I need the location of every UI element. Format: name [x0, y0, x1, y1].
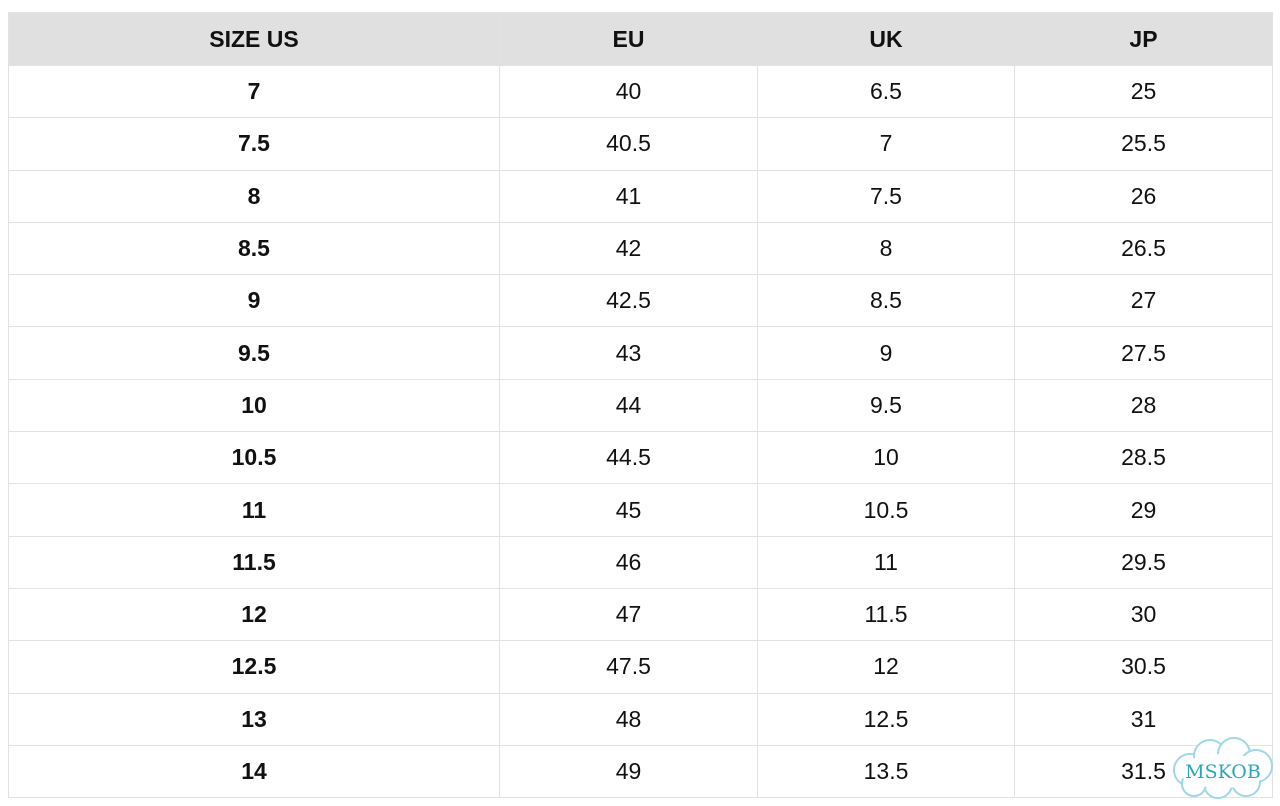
table-cell: 8.5 [757, 274, 1015, 328]
table-cell: 10 [8, 378, 500, 433]
table-cell: 11.5 [8, 535, 500, 589]
table-cell: 49 [499, 744, 758, 799]
table-cell: 7 [8, 64, 500, 119]
table-row: 7 40 6.5 25 [8, 64, 1273, 119]
table-row: 9 42.5 8.5 27 [8, 274, 1273, 328]
table-cell: 11 [757, 535, 1015, 589]
table-cell: 10.5 [757, 483, 1015, 537]
table-cell: 10 [757, 431, 1015, 485]
header-cell: SIZE US [8, 12, 500, 66]
table-row: 10 44 9.5 28 [8, 378, 1273, 433]
table-cell: 12.5 [8, 640, 500, 694]
table-cell: 7.5 [757, 169, 1015, 223]
table-cell: 27.5 [1014, 326, 1273, 380]
table-cell: 44.5 [499, 431, 758, 485]
table-cell: 6.5 [757, 64, 1015, 119]
table-cell: 25.5 [1014, 117, 1273, 171]
table-cell: 29 [1014, 483, 1273, 537]
table-cell: 31 [1014, 692, 1273, 746]
table-cell: 12 [8, 587, 500, 642]
table-cell: 26.5 [1014, 221, 1273, 276]
table-cell: 12.5 [757, 692, 1015, 746]
table-row: 14 49 13.5 31.5 [8, 744, 1273, 799]
table-cell: 12 [757, 640, 1015, 694]
table-row: 8 41 7.5 26 [8, 169, 1273, 223]
table-cell: 7.5 [8, 117, 500, 171]
header-row: SIZE US EU UK JP [8, 12, 1273, 66]
table-cell: 11 [8, 483, 500, 537]
table-cell: 30 [1014, 587, 1273, 642]
table-cell: 41 [499, 169, 758, 223]
table-cell: 26 [1014, 169, 1273, 223]
table-cell: 40 [499, 64, 758, 119]
table-cell: 47 [499, 587, 758, 642]
table-row: 13 48 12.5 31 [8, 692, 1273, 746]
header-cell: UK [757, 12, 1015, 66]
table-row: 7.5 40.5 7 25.5 [8, 117, 1273, 171]
table-cell: 29.5 [1014, 535, 1273, 589]
table-cell: 42.5 [499, 274, 758, 328]
table-cell: 45 [499, 483, 758, 537]
table-row: 10.5 44.5 10 28.5 [8, 431, 1273, 485]
watermark: MSKOB [1173, 737, 1273, 799]
table-row: 9.5 43 9 27.5 [8, 326, 1273, 380]
table-cell: 9.5 [8, 326, 500, 380]
header-cell: EU [499, 12, 758, 66]
table-cell: 42 [499, 221, 758, 276]
table-cell: 46 [499, 535, 758, 589]
table-cell: 28 [1014, 378, 1273, 433]
table-cell: 47.5 [499, 640, 758, 694]
table-cell: 13.5 [757, 744, 1015, 799]
table-cell: 25 [1014, 64, 1273, 119]
table-cell: 27 [1014, 274, 1273, 328]
table-cell: 11.5 [757, 587, 1015, 642]
table-cell: 40.5 [499, 117, 758, 171]
table-row: 11.5 46 11 29.5 [8, 535, 1273, 589]
size-table: SIZE US EU UK JP 7 40 6.5 25 7.5 40.5 7 25.5 8 41 7.5… [8, 12, 1273, 799]
table-body: 7 40 6.5 25 7.5 40.5 7 25.5 8 41 7.5 26 8.5 42 8 26.5 9 4… [8, 64, 1273, 799]
table-cell: 8.5 [8, 221, 500, 276]
table-cell: 44 [499, 378, 758, 433]
table-cell: 9 [757, 326, 1015, 380]
table-cell: 8 [8, 169, 500, 223]
header-cell: JP [1014, 12, 1273, 66]
table-cell: 7 [757, 117, 1015, 171]
table-cell: 28.5 [1014, 431, 1273, 485]
table-cell: 8 [757, 221, 1015, 276]
table-row: 8.5 42 8 26.5 [8, 221, 1273, 276]
table-cell: 9 [8, 274, 500, 328]
table-cell: 13 [8, 692, 500, 746]
watermark-text: MSKOB [1185, 761, 1261, 783]
table-cell: 10.5 [8, 431, 500, 485]
table-row: 11 45 10.5 29 [8, 483, 1273, 537]
table-row: 12.5 47.5 12 30.5 [8, 640, 1273, 694]
table-cell: 43 [499, 326, 758, 380]
table-cell: 48 [499, 692, 758, 746]
table-cell: 9.5 [757, 378, 1015, 433]
table-cell: 30.5 [1014, 640, 1273, 694]
table-cell: 14 [8, 744, 500, 799]
table-row: 12 47 11.5 30 [8, 587, 1273, 642]
